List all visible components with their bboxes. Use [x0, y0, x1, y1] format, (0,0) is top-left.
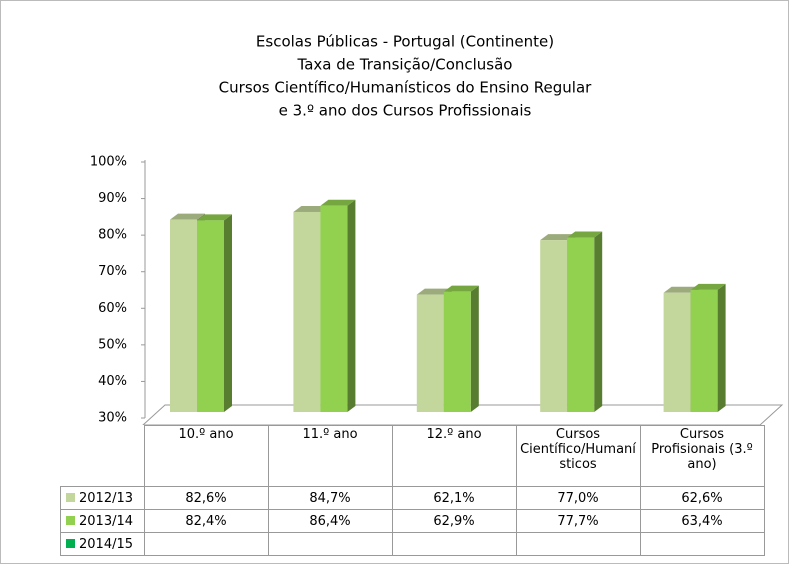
chart-title: Escolas Públicas - Portugal (Continente)	[256, 33, 554, 51]
legend-swatch	[66, 492, 75, 502]
y-tick-label: 40%	[98, 374, 127, 389]
bar	[320, 199, 356, 412]
legend-swatch	[66, 515, 75, 525]
bar-front	[293, 211, 321, 412]
table-cell	[143, 532, 269, 556]
x-tick-label: 10.º ano	[143, 425, 269, 487]
y-tick-label: 60%	[98, 301, 127, 316]
x-tick-label: Cursos Científico/Humanísticos	[515, 425, 641, 487]
legend-entry: 2012/13	[60, 486, 145, 510]
value-label: 77,7%	[515, 509, 641, 533]
x-tick-label: 11.º ano	[267, 425, 393, 487]
floor	[142, 404, 784, 425]
value-label: 62,9%	[391, 509, 517, 533]
bar-front	[443, 291, 471, 412]
bar-front	[320, 205, 348, 412]
bar-side	[717, 283, 726, 412]
bar-side	[470, 285, 479, 412]
legend-swatch	[66, 538, 75, 548]
value-label: 62,1%	[391, 486, 517, 510]
y-tick-label: 100%	[90, 155, 127, 170]
y-tick-label: 80%	[98, 228, 127, 243]
bar-front	[170, 219, 197, 412]
value-label: 86,4%	[267, 509, 393, 533]
bar-side	[347, 199, 356, 412]
bar-top	[690, 283, 726, 290]
bar-front	[416, 294, 444, 412]
value-label: 77,0%	[515, 486, 641, 510]
legend-label: 2012/13	[79, 490, 134, 506]
legend-label: 2013/14	[79, 513, 134, 529]
y-tick-label: 90%	[98, 191, 127, 206]
table-row: 2012/13 82,6% 84,7% 62,1% 77,0% 62,6%	[60, 486, 765, 510]
value-label: 62,6%	[639, 486, 765, 510]
value-label: 82,4%	[143, 509, 269, 533]
table-cell	[639, 532, 765, 556]
bar-side	[224, 214, 232, 412]
value-label: 82,6%	[143, 486, 269, 510]
bar	[690, 283, 726, 412]
bar-top	[197, 214, 232, 221]
chart-title: e 3.º ano dos Cursos Profissionais	[279, 102, 532, 120]
bar-front	[540, 240, 568, 412]
table-corner	[60, 425, 145, 487]
x-tick-label: 12.º ano	[391, 425, 517, 487]
bar-front	[663, 292, 691, 412]
y-tick-label: 50%	[98, 337, 127, 352]
chart-title: Cursos Científico/Humanísticos do Ensino…	[219, 79, 592, 97]
bar-top	[567, 231, 603, 238]
bar-side	[594, 231, 603, 412]
bar-front	[567, 237, 595, 412]
bar-front	[197, 220, 224, 412]
y-tick-label: 70%	[98, 264, 127, 279]
bar-top	[170, 213, 205, 220]
value-label: 84,7%	[267, 486, 393, 510]
bar	[443, 285, 479, 412]
table-cell	[267, 532, 393, 556]
bar-top	[416, 288, 452, 295]
table-header-row: 10.º ano 11.º ano 12.º ano Cursos Científic…	[60, 425, 765, 487]
legend-label: 2014/15	[79, 536, 134, 552]
table-row: 2013/14 82,4% 86,4% 62,9% 77,7% 63,4%	[60, 509, 765, 533]
bar-top	[293, 205, 329, 212]
table-cell	[515, 532, 641, 556]
chart-title: Taxa de Transição/Conclusão	[297, 56, 513, 74]
bar-front	[690, 289, 718, 412]
data-table: 10.º ano 11.º ano 12.º ano Cursos Científic…	[60, 425, 765, 556]
bar-top	[443, 285, 479, 292]
value-label: 63,4%	[639, 509, 765, 533]
bar-top	[320, 199, 356, 206]
legend-entry: 2014/15	[60, 532, 145, 556]
bar-top	[540, 234, 576, 241]
table-cell	[391, 532, 517, 556]
plot: Escolas Públicas - Portugal (Continente)…	[90, 33, 784, 426]
bar	[567, 231, 603, 412]
table-row: 2014/15	[60, 532, 765, 556]
bar	[197, 214, 232, 412]
legend-entry: 2013/14	[60, 509, 145, 533]
bar-top	[663, 286, 699, 293]
x-tick-label: Cursos Profisionais (3.º ano)	[639, 425, 765, 487]
y-tick-label: 30%	[98, 411, 127, 426]
